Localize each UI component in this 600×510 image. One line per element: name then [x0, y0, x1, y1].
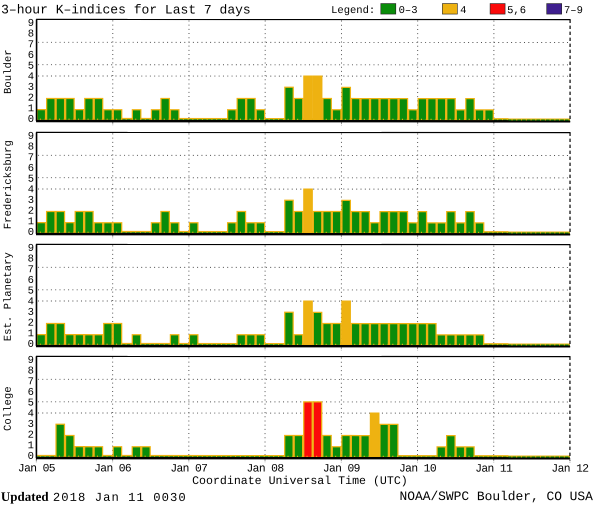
svg-text:3: 3	[28, 419, 34, 431]
svg-text:3: 3	[28, 195, 34, 207]
svg-text:4: 4	[28, 408, 34, 420]
svg-text:6: 6	[28, 50, 34, 62]
svg-text:0: 0	[28, 227, 34, 239]
svg-text:6: 6	[28, 275, 34, 287]
svg-text:1: 1	[28, 216, 34, 228]
svg-text:Jan 06: Jan 06	[94, 463, 132, 475]
svg-text:1: 1	[28, 103, 34, 115]
svg-text:2: 2	[28, 430, 34, 442]
svg-text:6: 6	[28, 387, 34, 399]
svg-text:4: 4	[28, 71, 34, 83]
svg-text:0–3: 0–3	[399, 5, 418, 17]
svg-text:Jan 05: Jan 05	[18, 463, 56, 475]
svg-text:7–9: 7–9	[564, 5, 583, 17]
svg-text:7: 7	[28, 376, 34, 388]
svg-text:5,6: 5,6	[507, 5, 526, 17]
svg-text:9: 9	[28, 355, 34, 367]
svg-text:Est. Planetary: Est. Planetary	[3, 252, 15, 341]
svg-text:8: 8	[28, 28, 34, 40]
svg-text:Jan 10: Jan 10	[399, 464, 437, 476]
svg-text:8: 8	[28, 141, 34, 153]
svg-text:Updated: Updated	[1, 489, 49, 504]
svg-text:Boulder: Boulder	[3, 49, 15, 94]
svg-text:5: 5	[28, 285, 34, 297]
svg-text:Jan 09: Jan 09	[323, 464, 360, 476]
svg-text:3: 3	[28, 82, 34, 94]
svg-text:5: 5	[28, 174, 34, 186]
svg-text:Fredericksburg: Fredericksburg	[3, 140, 15, 229]
svg-text:7: 7	[28, 39, 34, 51]
svg-text:5: 5	[28, 397, 34, 409]
svg-text:2: 2	[28, 206, 34, 218]
svg-text:College: College	[3, 386, 15, 431]
svg-text:5: 5	[28, 61, 34, 73]
svg-text:2: 2	[28, 318, 34, 330]
svg-text:1: 1	[28, 328, 34, 340]
svg-text:Jan 08: Jan 08	[247, 463, 285, 475]
svg-text:Jan 11: Jan 11	[475, 464, 513, 476]
svg-text:8: 8	[28, 365, 34, 377]
svg-text:0: 0	[28, 114, 34, 126]
svg-text:4: 4	[28, 296, 34, 308]
svg-text:9: 9	[28, 18, 34, 30]
svg-text:1: 1	[28, 440, 34, 452]
svg-text:6: 6	[28, 163, 34, 175]
svg-text:9: 9	[28, 131, 34, 143]
svg-text:8: 8	[28, 253, 34, 265]
svg-text:Legend:: Legend:	[331, 5, 375, 17]
svg-text:9: 9	[28, 243, 34, 255]
svg-text:0: 0	[28, 451, 34, 463]
svg-text:2: 2	[28, 93, 34, 105]
svg-text:3: 3	[28, 307, 34, 319]
svg-text:7: 7	[28, 264, 34, 276]
svg-text:Jan 12: Jan 12	[551, 464, 588, 476]
svg-text:4: 4	[460, 5, 466, 17]
svg-text:NOAA/SWPC Boulder, CO USA: NOAA/SWPC Boulder, CO USA	[399, 489, 593, 504]
svg-text:0: 0	[28, 339, 34, 351]
svg-text:7: 7	[28, 152, 34, 164]
svg-text:3–hour K–indices for Last 7 da: 3–hour K–indices for Last 7 days	[1, 2, 251, 17]
svg-text:Jan 07: Jan 07	[170, 463, 207, 475]
svg-text:Coordinate Universal Time (UTC: Coordinate Universal Time (UTC)	[192, 475, 408, 488]
svg-text:2018 Jan 11 0030: 2018 Jan 11 0030	[53, 491, 187, 505]
svg-text:4: 4	[28, 184, 34, 196]
